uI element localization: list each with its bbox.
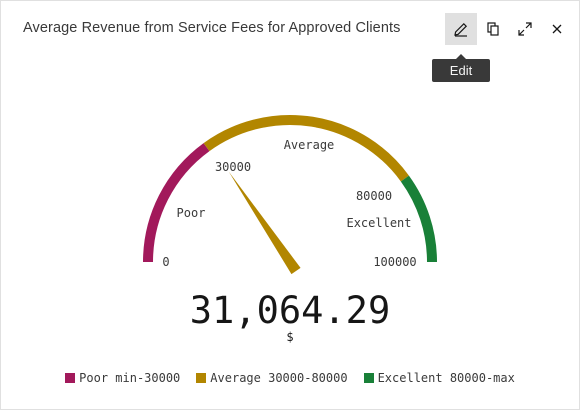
expand-button[interactable]	[509, 13, 541, 45]
edit-icon	[454, 22, 468, 37]
gauge-band-average	[203, 115, 409, 182]
gauge-threshold-label: 80000	[356, 189, 392, 203]
legend-label: Excellent 80000-max	[377, 371, 515, 385]
legend-label: Poor min-30000	[79, 371, 181, 385]
legend-label: Average 30000-80000	[210, 371, 348, 385]
close-icon	[552, 24, 562, 34]
gauge-needle	[228, 171, 301, 275]
legend-swatch	[196, 373, 207, 383]
legend-item-excellent: Excellent 80000-max	[363, 371, 515, 385]
legend-item-average: Average 30000-80000	[196, 371, 348, 385]
close-button[interactable]	[541, 13, 573, 45]
gauge-threshold-label: 30000	[215, 160, 251, 174]
legend-item-poor: Poor min-30000	[65, 371, 180, 385]
gauge-band-poor	[143, 143, 210, 263]
gauge-unit: $	[286, 330, 294, 344]
gauge-min-label: 0	[162, 255, 169, 269]
gauge-band-label: Excellent	[346, 216, 411, 230]
edit-button[interactable]	[445, 13, 477, 45]
gauge-max-label: 100000	[373, 255, 416, 269]
expand-icon	[518, 22, 532, 36]
gauge-band-label: Poor	[177, 206, 206, 220]
legend-swatch	[363, 373, 374, 383]
gauge-band-label: Average	[284, 138, 335, 152]
copy-icon	[487, 22, 499, 36]
gauge-value: 31,064.29	[189, 289, 391, 332]
gauge-legend: Poor min-30000 Average 30000-80000 Excelle…	[1, 371, 579, 385]
gauge-band-excellent	[400, 175, 437, 263]
legend-swatch	[65, 373, 76, 383]
chart-title: Average Revenue from Service Fees for Ap…	[23, 20, 401, 36]
edit-tooltip: Edit	[432, 54, 490, 82]
gauge-chart: Poor Average Excellent 30000 80000 0 100000	[143, 115, 437, 275]
copy-button[interactable]	[477, 13, 509, 45]
